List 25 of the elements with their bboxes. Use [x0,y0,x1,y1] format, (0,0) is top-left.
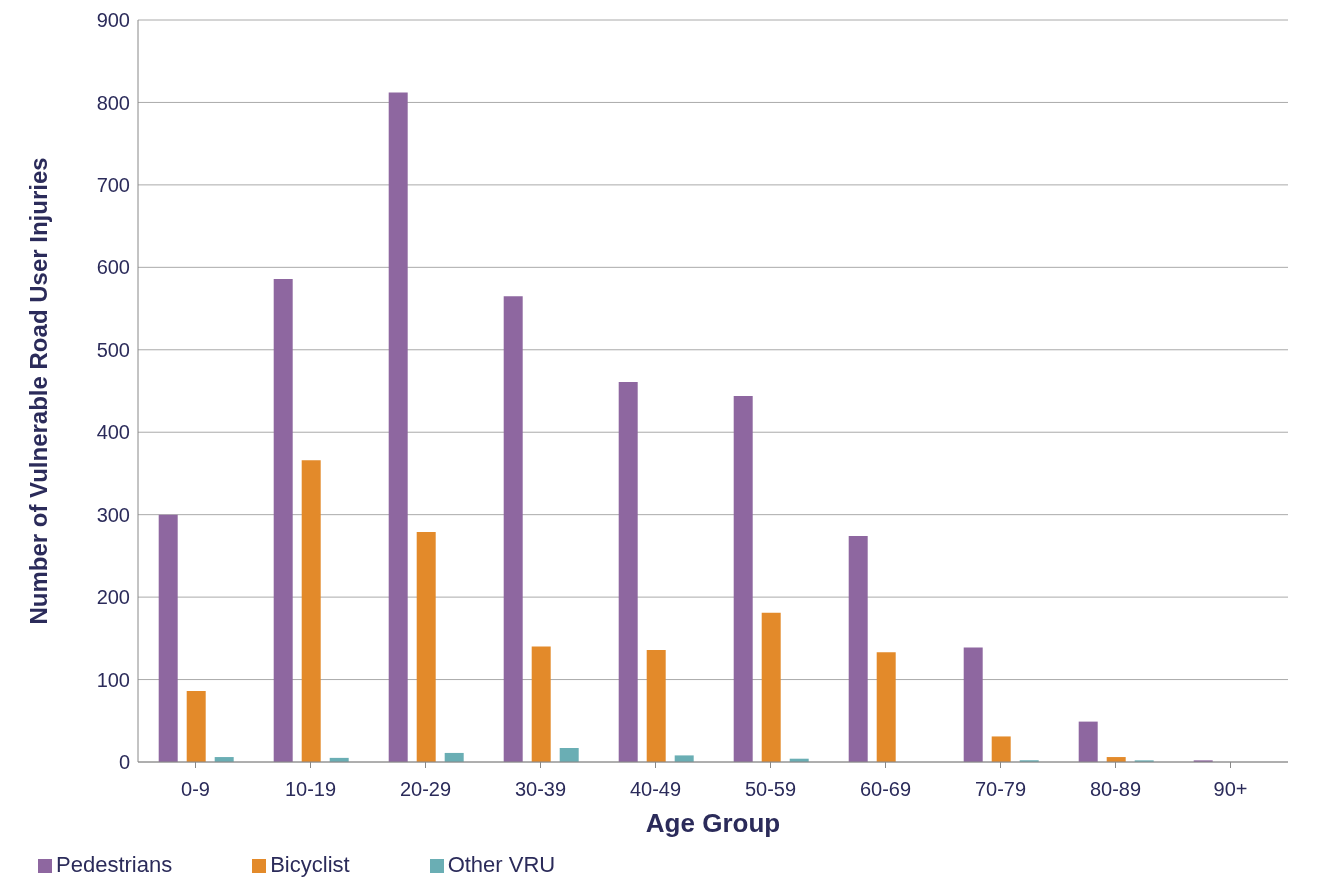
y-tick-label: 0 [118,751,130,774]
y-tick-label: 200 [96,586,130,609]
x-tick-label: 90+ [1213,778,1248,801]
y-tick-label: 700 [96,173,130,196]
y-tick-label: 400 [96,421,130,444]
x-tick-label: 0-9 [181,778,210,801]
x-tick-label: 10-19 [284,778,337,801]
x-axis-title: Age Group [645,808,781,838]
y-tick-label: 300 [96,503,130,526]
x-tick-label: 60-69 [859,778,912,801]
x-tick-label: 50-59 [744,778,797,801]
y-tick-label: 900 [96,9,130,32]
x-tick-label: 40-49 [629,778,682,801]
y-axis-title: Number of Vulnerable Road User Injuries [24,157,52,625]
legend-label: Other VRU [447,852,556,877]
legend-label: Bicyclist [270,852,350,877]
y-tick-label: 500 [96,338,130,361]
x-tick-label: 20-29 [399,778,452,801]
x-tick-label: 30-39 [514,778,567,801]
x-tick-label: 70-79 [974,778,1027,801]
x-tick-label: 80-89 [1089,778,1142,801]
y-tick-label: 600 [96,256,130,279]
y-tick-label: 100 [96,668,130,691]
y-tick-label: 800 [96,91,130,114]
legend-label: Pedestrians [56,852,173,877]
